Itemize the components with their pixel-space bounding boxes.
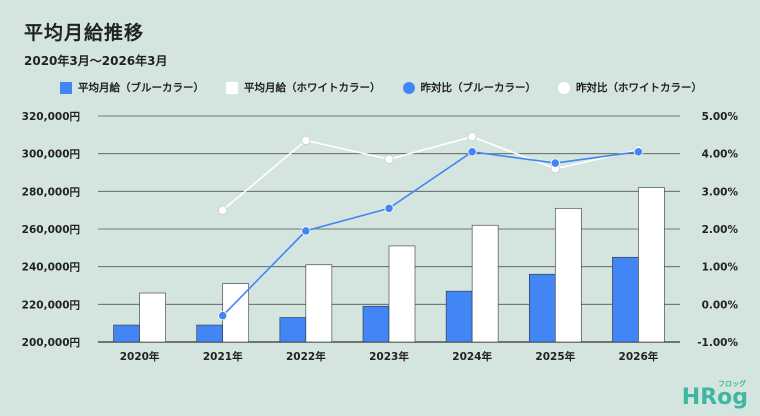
line-yoy-blue-collar xyxy=(222,150,639,317)
logo-kana: フロッグ xyxy=(718,380,746,388)
right-axis-tick-label: -1.00% xyxy=(697,337,738,349)
left-axis-tick-label: 240,000円 xyxy=(22,262,80,274)
point-yoy-blue-collar xyxy=(633,147,644,157)
legend-item-blue-salary: 平均月給（ブルーカラー） xyxy=(60,80,204,95)
legend-swatch-blue-bar xyxy=(60,81,72,94)
left-axis-tick-label: 280,000円 xyxy=(22,186,80,198)
logo-text: HRog xyxy=(681,385,748,410)
legend-swatch-white-dot xyxy=(558,81,570,94)
bar-white-collar xyxy=(554,207,582,343)
right-axis-tick-label: 4.00% xyxy=(702,149,739,161)
bar-blue-collar xyxy=(528,273,556,343)
x-axis-tick-label: 2026年 xyxy=(619,350,659,363)
point-yoy-white-collar xyxy=(218,205,228,215)
chart-title: 平均月給推移 xyxy=(24,22,145,44)
legend: 平均月給（ブルーカラー） 平均月給（ホワイトカラー） 昨対比（ブルーカラー） 昨… xyxy=(60,80,702,95)
bar-blue-collar xyxy=(196,324,224,343)
legend-item-white-salary: 平均月給（ホワイトカラー） xyxy=(226,80,381,95)
point-yoy-blue-collar xyxy=(218,311,228,321)
right-axis-tick-label: 2.00% xyxy=(702,224,739,236)
point-yoy-blue-collar xyxy=(384,203,394,213)
bar-white-collar xyxy=(139,292,166,343)
left-axis-tick-label: 260,000円 xyxy=(22,224,80,236)
point-yoy-white-collar xyxy=(384,154,394,164)
hrog-logo: フロッグ HRog xyxy=(681,380,748,410)
left-axis-tick-label: 320,000円 xyxy=(22,111,80,123)
left-axis-tick-label: 220,000円 xyxy=(22,299,80,311)
legend-label-white-salary: 平均月給（ホワイトカラー） xyxy=(244,82,381,94)
x-axis-tick-label: 2025年 xyxy=(535,350,575,363)
right-axis-tick-label: 1.00% xyxy=(702,262,739,274)
bar-blue-collar xyxy=(279,317,307,343)
legend-label-blue-yoy: 昨対比（ブルーカラー） xyxy=(420,82,537,94)
x-axis-tick-label: 2023年 xyxy=(369,350,409,363)
x-axis-tick-label: 2024年 xyxy=(452,350,492,363)
legend-swatch-blue-dot xyxy=(402,81,415,94)
right-axis-tick-label: 0.00% xyxy=(702,299,739,311)
point-yoy-blue-collar xyxy=(467,147,477,157)
bar-blue-collar xyxy=(445,290,473,343)
bar-white-collar xyxy=(471,224,499,343)
bar-white-collar xyxy=(388,245,416,343)
legend-swatch-white-bar xyxy=(226,81,238,94)
x-axis-tick-label: 2021年 xyxy=(203,350,243,363)
right-axis-tick-label: 5.00% xyxy=(702,111,739,123)
bar-white-collar xyxy=(638,187,665,343)
point-yoy-blue-collar xyxy=(550,158,560,168)
right-axis-tick-label: 3.00% xyxy=(702,186,739,198)
bar-blue-collar xyxy=(113,324,140,343)
point-yoy-white-collar xyxy=(467,132,477,142)
legend-label-blue-salary: 平均月給（ブルーカラー） xyxy=(78,82,204,94)
bar-blue-collar xyxy=(362,305,390,343)
left-axis-tick-label: 300,000円 xyxy=(22,149,80,161)
x-axis-tick-label: 2020年 xyxy=(120,350,160,363)
line-yoy-white-collar xyxy=(222,135,639,211)
bar-blue-collar xyxy=(612,256,639,343)
left-axis-tick-label: 200,000円 xyxy=(22,337,80,349)
legend-item-white-yoy: 昨対比（ホワイトカラー） xyxy=(558,80,702,95)
legend-item-blue-yoy: 昨対比（ブルーカラー） xyxy=(402,80,537,95)
point-yoy-white-collar xyxy=(301,135,311,146)
bar-white-collar xyxy=(305,264,333,343)
x-axis-tick-label: 2022年 xyxy=(286,350,326,363)
point-yoy-blue-collar xyxy=(301,226,311,236)
chart-subtitle: 2020年3月〜2026年3月 xyxy=(24,54,168,68)
legend-label-white-yoy: 昨対比（ホワイトカラー） xyxy=(576,82,702,94)
